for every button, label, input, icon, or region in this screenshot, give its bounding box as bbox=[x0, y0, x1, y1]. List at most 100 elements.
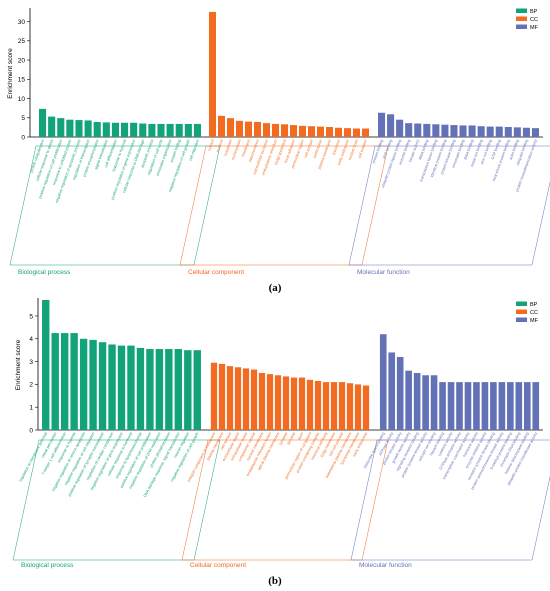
bar-bp bbox=[174, 349, 183, 430]
category-label: cell junction bbox=[357, 139, 368, 159]
bar-cc bbox=[210, 362, 218, 430]
panel-label: (a) bbox=[269, 282, 282, 294]
bar-bp bbox=[84, 120, 92, 137]
bar-mf bbox=[504, 126, 512, 137]
bar-bp bbox=[175, 123, 183, 137]
bar-cc bbox=[226, 118, 235, 137]
category-label: nuclear body bbox=[348, 139, 359, 161]
bar-mf bbox=[396, 357, 404, 430]
bar-cc bbox=[346, 383, 354, 430]
bar-cc bbox=[307, 126, 316, 137]
y-tick-label: 3 bbox=[29, 359, 33, 366]
bar-mf bbox=[464, 382, 472, 430]
bar-bp bbox=[93, 121, 101, 137]
bar-cc bbox=[343, 128, 352, 137]
bar-cc bbox=[352, 128, 361, 137]
group-bracket bbox=[181, 439, 389, 561]
legend-label-cc: CC bbox=[530, 310, 538, 316]
bar-mf bbox=[486, 126, 494, 137]
bar-bp bbox=[66, 119, 74, 137]
bar-mf bbox=[423, 123, 431, 137]
legend-label-mf: MF bbox=[530, 318, 539, 324]
bar-mf bbox=[531, 128, 540, 137]
bar-mf bbox=[477, 126, 485, 137]
group-bracket bbox=[350, 439, 550, 561]
bar-bp bbox=[155, 349, 164, 430]
bar-mf bbox=[456, 382, 463, 430]
bar-bp bbox=[193, 350, 201, 430]
bar-mf bbox=[414, 123, 422, 137]
bar-cc bbox=[250, 369, 258, 430]
panel-label: (b) bbox=[268, 575, 282, 587]
legend-swatch-mf bbox=[516, 24, 527, 29]
legend-label-bp: BP bbox=[530, 302, 538, 308]
bar-cc bbox=[208, 11, 217, 138]
bar-cc bbox=[280, 124, 289, 137]
bar-cc bbox=[253, 121, 262, 137]
bar-bp bbox=[121, 122, 129, 137]
bar-cc bbox=[298, 125, 307, 137]
bar-cc bbox=[217, 115, 226, 137]
category-label: RNA binding bbox=[418, 139, 429, 160]
y-tick-label: 4 bbox=[29, 336, 33, 343]
category-label: GTP binding bbox=[491, 139, 502, 160]
bar-cc bbox=[235, 120, 244, 137]
bar-cc bbox=[322, 382, 330, 430]
group-label: Molecular function bbox=[357, 269, 410, 276]
bar-bp bbox=[166, 123, 174, 137]
category-label: cell migration bbox=[188, 139, 199, 161]
legend-swatch-cc bbox=[516, 16, 527, 21]
bar-cc bbox=[244, 121, 253, 137]
y-tick-label: 25 bbox=[18, 38, 26, 45]
bar-mf bbox=[523, 382, 531, 430]
bar-bp bbox=[79, 338, 88, 430]
group-label: Cellular component bbox=[188, 269, 244, 276]
bar-mf bbox=[432, 124, 440, 137]
y-tick-label: 0 bbox=[29, 427, 33, 434]
bar-mf bbox=[377, 112, 386, 137]
bar-mf bbox=[422, 375, 429, 430]
bar-bp bbox=[127, 345, 135, 430]
bar-cc bbox=[282, 376, 290, 430]
bar-bp bbox=[108, 344, 116, 430]
bar-cc bbox=[330, 382, 338, 430]
category-label: protein folding bbox=[170, 139, 182, 163]
category-label: lysosome bbox=[332, 139, 341, 155]
group-bracket bbox=[179, 145, 389, 266]
bar-bp bbox=[117, 345, 126, 430]
bar-mf bbox=[468, 125, 476, 137]
category-label: nucleoplasm bbox=[231, 139, 242, 160]
bar-cc bbox=[234, 367, 242, 430]
bar-bp bbox=[165, 349, 173, 430]
bar-mf bbox=[481, 382, 489, 430]
bar-bp bbox=[39, 108, 47, 137]
y-tick-label: 5 bbox=[21, 115, 25, 122]
category-label: negative regulation of cell growth bbox=[168, 139, 191, 193]
category-label: synapse bbox=[278, 432, 288, 446]
category-label: cytosol bbox=[207, 139, 215, 152]
bar-mf bbox=[396, 119, 404, 137]
legend-swatch-cc bbox=[516, 309, 527, 314]
legend-swatch-bp bbox=[516, 8, 527, 13]
bar-bp bbox=[184, 350, 192, 430]
bar-cc bbox=[266, 374, 274, 430]
bar-mf bbox=[532, 382, 540, 430]
bar-cc bbox=[289, 125, 298, 137]
legend-swatch-bp bbox=[516, 301, 527, 306]
category-label: centrosome bbox=[312, 139, 323, 159]
bar-bp bbox=[184, 123, 192, 137]
category-label: cytoplasm bbox=[223, 139, 233, 156]
bar-bp bbox=[60, 333, 69, 430]
bar-bp bbox=[75, 120, 83, 137]
group-label: Biological process bbox=[18, 269, 71, 276]
bar-mf bbox=[388, 352, 396, 430]
bar-cc bbox=[354, 384, 362, 430]
bar-cc bbox=[274, 375, 282, 430]
category-label: protein binding bbox=[372, 139, 384, 164]
bar-cc bbox=[262, 123, 271, 137]
bar-bp bbox=[57, 118, 65, 137]
